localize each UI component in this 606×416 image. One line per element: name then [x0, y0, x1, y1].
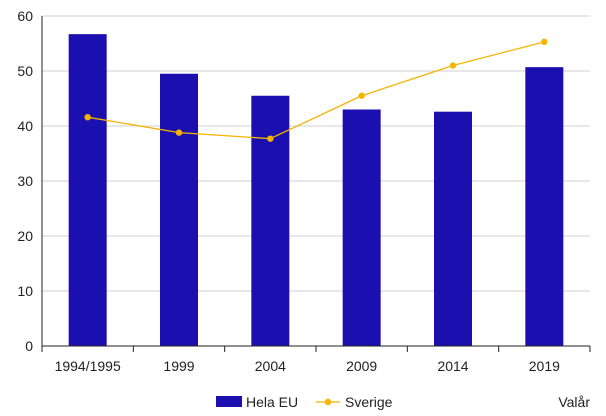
bar — [160, 73, 198, 346]
x-tick-label: 1999 — [163, 358, 194, 374]
y-tick-label: 30 — [17, 173, 33, 189]
line-point — [267, 135, 274, 142]
y-tick-label: 60 — [17, 8, 33, 24]
x-axis-label: Valår — [558, 394, 590, 410]
line-point — [84, 114, 91, 121]
legend-swatch-hela-eu — [216, 396, 242, 407]
axes — [41, 16, 591, 352]
x-tick-label: 2009 — [346, 358, 377, 374]
x-tick-labels: 1994/1995 1999 2004 2009 2014 2019 — [55, 358, 561, 374]
series-line — [87, 41, 545, 140]
y-tick-label: 40 — [17, 118, 33, 134]
y-tick-label: 10 — [17, 283, 33, 299]
line-point — [175, 129, 183, 136]
x-tick-label: 1994/1995 — [55, 358, 121, 374]
x-tick-label: 2004 — [255, 358, 286, 374]
y-tick-labels: 0 10 20 30 40 50 60 — [17, 8, 33, 354]
bar — [68, 34, 107, 347]
line-point — [449, 62, 457, 69]
legend-label-sverige: Sverige — [345, 394, 393, 410]
legend-swatch-sverige-marker — [324, 398, 332, 406]
y-tick-label: 20 — [17, 228, 33, 244]
x-tick-label: 2019 — [529, 358, 560, 374]
line-point — [358, 92, 365, 99]
y-tick-label: 50 — [17, 63, 33, 79]
line-point — [541, 38, 548, 46]
line-series — [84, 38, 548, 142]
legend: Hela EU Sverige — [216, 394, 393, 410]
bar — [434, 111, 472, 346]
bar — [525, 67, 564, 347]
bar — [251, 95, 290, 346]
bar-series — [68, 34, 564, 347]
bar — [342, 109, 381, 346]
legend-label-hela-eu: Hela EU — [246, 394, 298, 410]
y-tick-label: 0 — [25, 338, 33, 354]
x-tick-label: 2014 — [437, 358, 468, 374]
grid-lines — [42, 15, 590, 292]
